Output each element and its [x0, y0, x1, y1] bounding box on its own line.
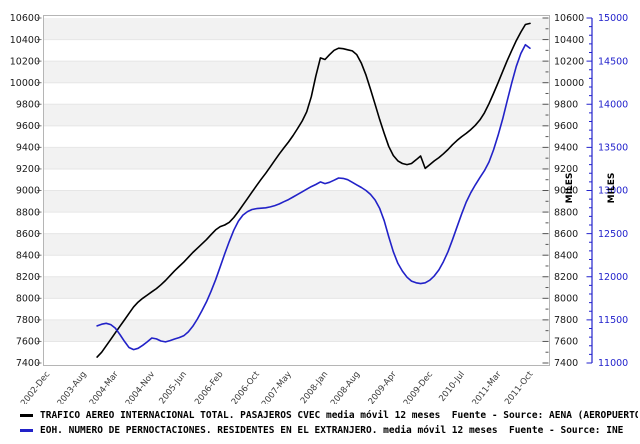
x-axis-tick-label: 2006-Feb	[193, 370, 225, 404]
left-axis-tick-label: 10600	[10, 13, 40, 24]
right-axis-tick-label: 10200	[554, 56, 584, 67]
x-axis-tick-label: 2009-Dec	[402, 369, 435, 404]
right-axis-tick-label: 9400	[554, 143, 578, 154]
plot-band	[44, 319, 549, 342]
left-axis-tick-label: 8800	[16, 207, 40, 218]
plot-band	[44, 276, 549, 299]
left-axis-tick-label: 9000	[16, 186, 40, 197]
right-axis-tick-label: 7800	[554, 315, 578, 326]
outer-right-axis-tick-label: 12000	[598, 272, 628, 283]
outer-right-axis-tick-label: 11000	[598, 358, 628, 369]
x-axis-tick-label: 2006-Oct	[230, 369, 263, 404]
outer-right-axis-tick-label: 13000	[598, 186, 628, 197]
plot-band	[44, 104, 549, 126]
right-axis-tick-label: 8000	[554, 294, 578, 305]
left-axis-tick-label: 10200	[10, 56, 40, 67]
x-axis-tick-label: 2009-Apr	[367, 369, 399, 404]
left-axis-tick-label: 8600	[16, 229, 40, 240]
left-axis-tick-label: 9200	[16, 164, 40, 175]
legend-item-trafico-aereo: TRAFICO AEREO INTERNACIONAL TOTAL. PASAJ…	[20, 408, 638, 423]
plot-band	[44, 18, 549, 40]
legend-label-trafico-aereo: TRAFICO AEREO INTERNACIONAL TOTAL. PASAJ…	[40, 410, 638, 421]
legend-line-swatch-black	[20, 414, 33, 417]
outer-right-axis-title: MILES	[607, 173, 617, 204]
right-axis-tick-label: 9600	[554, 121, 578, 132]
right-axis-tick-label: 9200	[554, 164, 578, 175]
x-axis-tick-label: 2011-Mar	[470, 369, 503, 404]
plot-frame	[43, 15, 550, 366]
left-axis-tick-label: 9800	[16, 99, 40, 110]
x-axis-tick-label: 2004-Mar	[88, 369, 121, 404]
series-line-pernoctaciones	[96, 43, 531, 351]
legend: TRAFICO AEREO INTERNACIONAL TOTAL. PASAJ…	[20, 408, 638, 438]
right-axis-tick-label: 8400	[554, 250, 578, 261]
left-axis-tick-label: 8400	[16, 250, 40, 261]
series-line-trafico-aereo	[96, 22, 531, 358]
right-axis-tick-label: 10400	[554, 35, 584, 46]
right-axis-tick-label: 8200	[554, 272, 578, 283]
left-axis-tick-label: 8200	[16, 272, 40, 283]
left-axis-tick-label: 7400	[16, 358, 40, 369]
inner-right-axis-title: MILES	[565, 173, 575, 204]
left-axis-tick-label: 9400	[16, 143, 40, 154]
x-axis-tick-label: 2002-Dec	[19, 369, 52, 404]
right-axis-tick-label: 8800	[554, 207, 578, 218]
plot-band	[44, 233, 549, 256]
legend-item-pernoctaciones: EOH. NUMERO DE PERNOCTACIONES. RESIDENTE…	[20, 423, 638, 438]
left-axis-tick-label: 10000	[10, 78, 40, 89]
right-axis-tick-label: 7600	[554, 337, 578, 348]
plot-band	[44, 190, 549, 213]
left-axis-tick-label: 10400	[10, 35, 40, 46]
air-traffic-overnight-stays-line-chart: 7400 7600 7800 8000 8200 8400 8600 8800 9000 9200…	[10, 13, 628, 404]
outer-right-axis-tick-label: 14000	[598, 99, 628, 110]
x-axis-tick-label: 2011-Oct	[503, 369, 536, 404]
right-axis-tick-label: 9800	[554, 99, 578, 110]
right-axis-tick-label: 8600	[554, 229, 578, 240]
right-axis-tick-label: 9000	[554, 186, 578, 197]
legend-line-swatch-blue	[20, 429, 33, 432]
left-axis-tick-label: 7600	[16, 337, 40, 348]
x-axis-tick-label: 2003-Aug	[56, 370, 89, 404]
left-axis-tick-label: 7800	[16, 315, 40, 326]
outer-right-axis-tick-label: 14500	[598, 56, 628, 67]
x-axis-tick-label: 2005-Jun	[157, 370, 189, 404]
plot-band	[44, 61, 549, 83]
outer-right-axis-tick-label: 13500	[598, 143, 628, 154]
outer-right-axis-tick-label: 11500	[598, 315, 628, 326]
outer-right-axis-tick-label: 12500	[598, 229, 628, 240]
x-axis-tick-label: 2007-May	[260, 370, 294, 404]
left-axis-tick-label: 8000	[16, 294, 40, 305]
right-axis-tick-label: 10600	[554, 13, 584, 24]
legend-label-pernoctaciones: EOH. NUMERO DE PERNOCTACIONES. RESIDENTE…	[40, 425, 624, 436]
x-axis-tick-label: 2004-Nov	[124, 370, 157, 404]
x-axis-tick-label: 2008-Aug	[329, 370, 362, 404]
right-axis-tick-label: 7400	[554, 358, 578, 369]
outer-right-axis-tick-label: 15000	[598, 13, 628, 24]
x-axis-tick-label: 2008-Jan	[299, 370, 330, 404]
right-axis-tick-label: 10000	[554, 78, 584, 89]
x-axis-tick-label: 2010-Jul	[437, 370, 467, 404]
left-axis-tick-label: 9600	[16, 121, 40, 132]
plot-band	[44, 147, 549, 169]
